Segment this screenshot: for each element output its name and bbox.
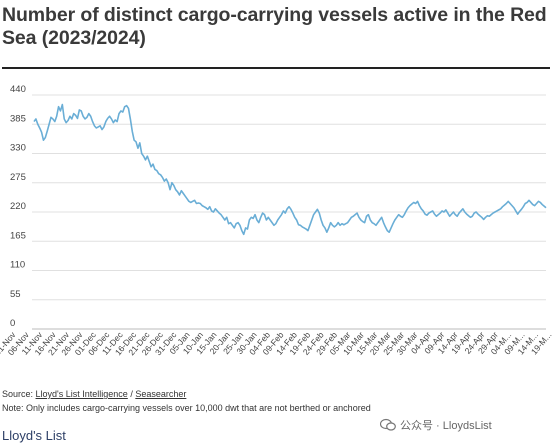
source-line: Source: Lloyd's List Intelligence / Seas… xyxy=(2,389,186,399)
title-divider xyxy=(2,67,550,69)
y-tick-label: 55 xyxy=(10,289,21,300)
brand-logo-text: Lloyd's List xyxy=(2,428,66,443)
series-line xyxy=(33,103,547,236)
y-tick-label: 440 xyxy=(10,84,26,95)
wechat-icon xyxy=(380,418,396,431)
line-chart: 0 55 110 165 220 275 330 385 440 01-Nov06-Nov11-… xyxy=(0,84,554,357)
y-tick-label: 330 xyxy=(10,143,26,154)
y-axis-labels: 0 55 110 165 220 275 330 385 440 xyxy=(10,84,26,329)
x-axis-labels: 01-Nov06-Nov11-Nov16-Nov21-Nov26-Nov01-D… xyxy=(0,329,554,357)
source-label: Source: xyxy=(2,389,36,399)
watermark-text: 公众号 · LloydsList xyxy=(400,420,492,432)
chart-note: Note: Only includes cargo-carrying vesse… xyxy=(2,403,371,413)
source-link-lloyds[interactable]: Lloyd's List Intelligence xyxy=(35,389,128,399)
y-tick-label: 0 xyxy=(10,318,15,329)
y-tick-label: 220 xyxy=(10,201,26,212)
gridlines xyxy=(32,94,546,330)
y-tick-label: 165 xyxy=(10,230,26,241)
source-separator: / xyxy=(127,389,136,399)
chart-title: Number of distinct cargo-carrying vessel… xyxy=(2,4,547,49)
y-tick-label: 275 xyxy=(10,172,26,183)
watermark: 公众号 · LloydsList xyxy=(380,417,492,433)
source-link-seasearcher[interactable]: Seasearcher xyxy=(135,389,187,399)
y-tick-label: 385 xyxy=(10,113,26,124)
y-tick-label: 110 xyxy=(10,260,25,271)
